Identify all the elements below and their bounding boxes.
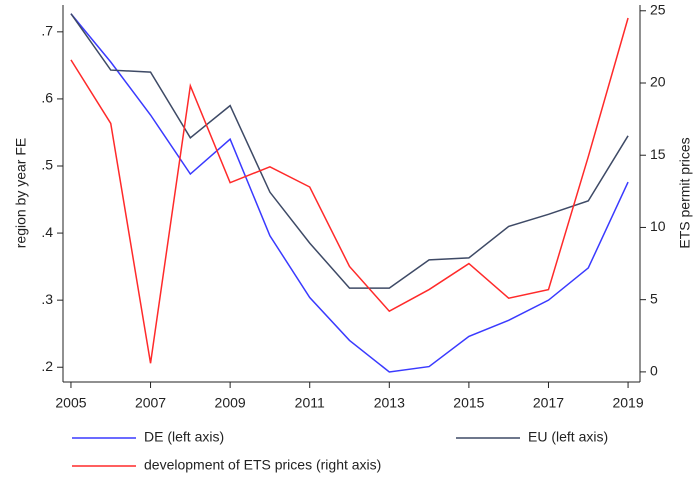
y-tick-label: .4 xyxy=(41,224,53,240)
y-axis-label: region by year FE xyxy=(13,138,29,249)
y2-axis-label: ETS permit prices xyxy=(677,137,693,248)
y2-tick-label: 0 xyxy=(650,363,658,379)
y2-tick-label: 5 xyxy=(650,290,658,306)
series-line xyxy=(70,17,629,364)
x-tick-label: 2011 xyxy=(295,395,325,411)
x-tick-label: 2009 xyxy=(215,395,246,411)
y-tick-label: .3 xyxy=(41,291,53,307)
y2-tick-label: 20 xyxy=(650,74,666,90)
y2-tick-label: 10 xyxy=(650,218,666,234)
series-line xyxy=(70,13,629,289)
legend-label: development of ETS prices (right axis) xyxy=(144,457,381,473)
y2-tick-label: 15 xyxy=(650,146,666,162)
x-tick-label: 2005 xyxy=(55,395,86,411)
x-tick-label: 2019 xyxy=(612,395,643,411)
legend-label: DE (left axis) xyxy=(144,429,224,445)
x-tick-label: 2007 xyxy=(135,395,166,411)
x-tick-label: 2015 xyxy=(453,395,484,411)
y-tick-label: .2 xyxy=(41,358,53,374)
x-tick-label: 2013 xyxy=(374,395,405,411)
legend-label: EU (left axis) xyxy=(528,429,608,445)
y-tick-label: .7 xyxy=(41,23,53,39)
x-tick-label: 2017 xyxy=(533,395,564,411)
y-tick-label: .5 xyxy=(41,157,53,173)
y2-tick-label: 25 xyxy=(650,1,666,17)
series-line xyxy=(70,13,629,373)
y-tick-label: .6 xyxy=(41,90,53,106)
